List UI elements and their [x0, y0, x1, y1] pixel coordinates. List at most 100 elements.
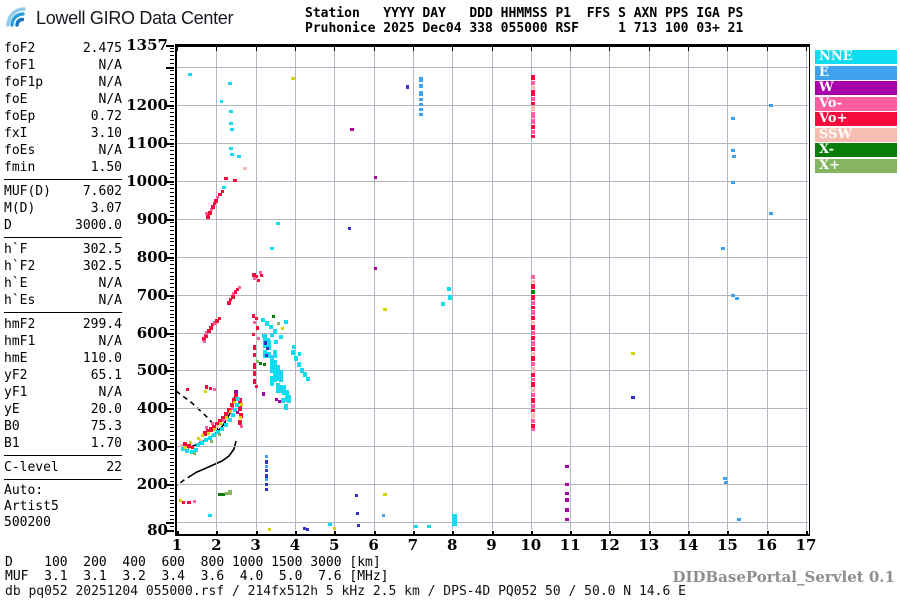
- echo-point: [218, 419, 222, 423]
- echo-point: [252, 314, 255, 318]
- y-tick-major: [166, 180, 174, 183]
- param-value: 3000.0: [75, 218, 122, 233]
- param-row-fof1p: foF1p N/A: [4, 74, 122, 91]
- param-label: foEp: [4, 109, 36, 124]
- echo-point: [231, 413, 235, 417]
- echo-point: [236, 397, 240, 401]
- echo-point: [210, 440, 213, 443]
- echo-point: [531, 424, 535, 428]
- x-tick-bottom: [806, 531, 808, 536]
- echo-point: [531, 280, 535, 283]
- x-tick-bottom: [412, 531, 415, 536]
- y-tick-minor: [170, 419, 174, 421]
- echo-point: [189, 441, 192, 444]
- y-tick-minor: [170, 222, 174, 224]
- echo-point: [282, 385, 286, 395]
- echo-point: [220, 100, 223, 103]
- y-tick-minor: [170, 62, 174, 64]
- echo-point: [257, 337, 260, 340]
- echo-point: [221, 190, 224, 193]
- echo-point: [531, 382, 535, 387]
- echo-point: [531, 310, 535, 315]
- gridline-vertical: [294, 47, 296, 530]
- param-label: B0: [4, 419, 20, 434]
- echo-point: [211, 323, 214, 326]
- echo-point: [731, 117, 735, 120]
- echo-point: [199, 439, 202, 442]
- y-tick-minor: [170, 298, 174, 300]
- echo-point: [531, 119, 535, 124]
- echo-point: [531, 112, 535, 118]
- legend-item-nne: NNE: [815, 50, 897, 64]
- echo-point: [724, 481, 728, 484]
- echo-point: [214, 199, 218, 203]
- echo-point: [218, 193, 222, 196]
- echo-point: [222, 419, 225, 422]
- echo-point: [531, 331, 535, 335]
- x-tick-top: [216, 47, 218, 51]
- y-tick-minor: [170, 78, 174, 80]
- gridline-vertical: [412, 47, 414, 530]
- autoscaling-info-line: Auto:: [4, 483, 44, 498]
- y-tick-minor: [170, 400, 174, 402]
- y-tick-minor: [170, 127, 174, 129]
- echo-point: [213, 428, 216, 431]
- y-tick-minor: [170, 233, 174, 235]
- echo-point: [721, 247, 725, 250]
- y-tick-minor: [170, 176, 174, 178]
- giro-wave-icon: [6, 4, 32, 32]
- y-tick-major: [166, 104, 174, 107]
- y-tick-major: [166, 522, 174, 525]
- echo-point: [333, 527, 336, 530]
- echo-point: [224, 177, 228, 180]
- echo-point: [270, 355, 274, 373]
- echo-point: [216, 430, 220, 434]
- param-row-fxi: fxI 3.10: [4, 125, 122, 142]
- y-tick-major: [166, 484, 174, 487]
- x-tick-top: [806, 47, 807, 51]
- echo-point: [531, 347, 535, 351]
- echo-point: [204, 334, 208, 338]
- y-tick-minor: [170, 355, 174, 357]
- echo-point: [253, 363, 256, 369]
- echo-point: [215, 319, 219, 323]
- param-value: 302.5: [82, 242, 122, 257]
- x-tick-bottom: [452, 531, 455, 536]
- param-row-b0: B0 75.3: [4, 418, 122, 435]
- y-tick-major: [166, 332, 174, 335]
- gridline-vertical: [648, 47, 650, 530]
- gridline-horizontal: [177, 408, 808, 410]
- y-tick-minor: [170, 248, 174, 250]
- echo-point: [197, 437, 200, 440]
- echo-point: [265, 478, 268, 481]
- x-tick-top: [570, 47, 572, 51]
- echo-point: [213, 202, 216, 205]
- param-value: N/A: [98, 58, 122, 73]
- echo-point: [419, 108, 423, 111]
- param-row-hf: h`F 302.5: [4, 241, 122, 258]
- echo-point: [228, 82, 232, 85]
- y-tick-minor: [170, 85, 174, 87]
- echo-point: [210, 208, 213, 211]
- y-tick-major: [166, 142, 174, 145]
- y-tick-minor: [170, 59, 174, 61]
- echo-point: [193, 500, 196, 503]
- y-tick-minor: [170, 214, 174, 216]
- echo-point: [231, 407, 234, 410]
- y-tick-minor: [170, 473, 174, 475]
- echo-point: [374, 267, 377, 270]
- echo-point: [219, 422, 222, 425]
- y-tick-minor: [170, 397, 174, 399]
- echo-point: [531, 404, 535, 408]
- y-tick-minor: [170, 264, 174, 266]
- x-axis-tick-label: 6: [368, 536, 379, 554]
- echo-point: [232, 398, 236, 403]
- echo-point: [419, 91, 423, 96]
- giro-logo-text: Lowell GIRO Data Center: [36, 7, 234, 28]
- echo-point: [259, 362, 262, 365]
- param-label: foEs: [4, 143, 36, 158]
- x-tick-top: [334, 47, 336, 51]
- echo-point: [270, 333, 274, 337]
- y-tick-minor: [170, 157, 174, 159]
